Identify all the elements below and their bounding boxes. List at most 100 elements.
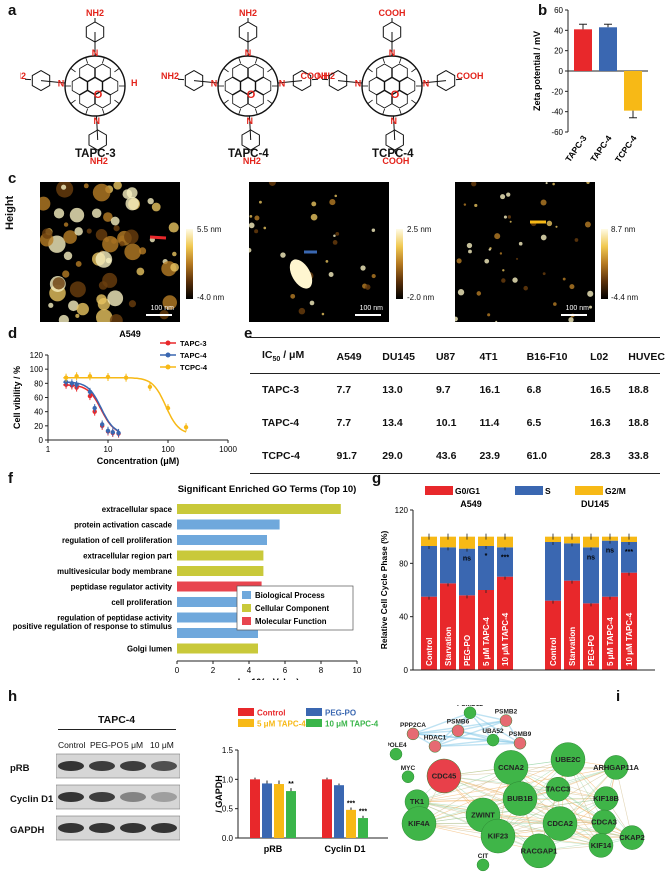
cage-hexagon [376, 63, 393, 83]
afm-image-tapc4: 100 nm [249, 182, 389, 322]
afm-feature [523, 285, 528, 291]
legend-swatch [238, 708, 254, 716]
afm-feature [587, 290, 594, 297]
afm-feature [503, 215, 507, 219]
afm-feature [95, 251, 113, 268]
y-tick-label: 40 [399, 613, 408, 622]
panel-label-b: b [538, 2, 548, 19]
afm-feature [540, 234, 547, 241]
y-tick-label: 80 [34, 379, 43, 388]
bar-6 [177, 597, 260, 607]
afm-feature [113, 182, 122, 190]
afm-feature [138, 247, 147, 255]
network-edge [418, 767, 512, 824]
network-node [401, 806, 437, 841]
substituent-group: COOH [457, 71, 484, 81]
y-tick-label: -60 [551, 128, 563, 137]
afm-texture-tapc4 [249, 182, 376, 316]
afm-feature [574, 238, 579, 242]
afm-feature [68, 300, 79, 312]
cage-hexagon [101, 76, 119, 96]
afm-feature [360, 265, 366, 271]
piperidine-bond [96, 115, 99, 141]
afm-feature [83, 183, 89, 189]
y-tick-label: 0 [559, 67, 564, 76]
afm-feature [506, 192, 511, 197]
afm-feature [92, 183, 111, 202]
x-tick-label: 1000 [219, 445, 237, 454]
network-node [463, 706, 477, 720]
bar-TAPC-4 [599, 27, 617, 71]
afm-feature [332, 240, 338, 245]
significance-label: * [485, 553, 488, 560]
afm-feature [484, 258, 490, 264]
y-tick-label: 40 [554, 26, 563, 35]
node-label: CDCA2 [547, 819, 573, 828]
network-node [499, 714, 513, 727]
afm-feature [41, 228, 53, 239]
bar-TAPC-3 [574, 29, 592, 71]
western-blot [56, 753, 180, 841]
legend-label: S [545, 486, 551, 496]
bar-label: Control [425, 638, 434, 666]
cage-hexagon [94, 63, 111, 83]
afm-max-label: 2.5 nm [407, 225, 432, 234]
table-cell: 7.7 [336, 416, 352, 429]
node-label: TACC3 [546, 785, 570, 794]
x-tick-label: 6 [283, 666, 288, 675]
afm-feature [586, 182, 590, 184]
bar-8 [177, 628, 258, 638]
bar-label: PEG-PO [463, 635, 472, 666]
afm-feature [162, 295, 177, 310]
legend-label: Control [257, 709, 285, 718]
afm-row-label: Height [4, 195, 16, 230]
table-cell: 6.8 [526, 383, 542, 396]
y-tick-label: 120 [30, 351, 44, 360]
data-point [147, 384, 153, 390]
data-point [165, 405, 171, 411]
table-header-cell: L02 [590, 350, 609, 363]
table-cell: 61.0 [526, 449, 548, 462]
afm-texture-tapc3 [40, 182, 179, 322]
node-label: PSMB9 [509, 731, 532, 738]
blot-lane-label: Control [58, 740, 86, 750]
cage-hexagon [383, 76, 401, 96]
cage-hexagon [398, 76, 416, 96]
stacked-bar-segment [497, 536, 513, 548]
blot-band [120, 792, 146, 802]
network-node [428, 740, 442, 753]
afm-min-label: -4.4 nm [611, 293, 639, 302]
bar [346, 809, 356, 838]
table-header-cell: IC50 / μM [262, 349, 305, 364]
piperidine-bond [337, 80, 363, 84]
afm-feature [254, 215, 260, 221]
x-tick-label: 0 [175, 666, 180, 675]
cage-bond [367, 68, 373, 73]
data-point [87, 389, 93, 395]
nitrogen-atom: N [92, 48, 99, 58]
afm-feature [125, 196, 139, 211]
table-bottom-rule [250, 473, 660, 474]
node-label: UBE2C [555, 755, 581, 764]
bar-label: Control [549, 638, 558, 666]
node-label: KIF18B [593, 794, 619, 803]
piperidine-ring [238, 21, 258, 43]
blot-row-label: GAPDH [10, 825, 45, 836]
afm-feature [542, 272, 546, 276]
cage-hexagon [79, 63, 96, 83]
legend-swatch [425, 486, 453, 495]
afm-feature [502, 269, 505, 272]
blot-band [58, 761, 84, 771]
cage-bond [102, 57, 105, 64]
node-label: CDCA3 [591, 818, 617, 827]
network-node [619, 825, 645, 850]
stacked-bar-segment [497, 576, 513, 670]
table-cell: 7.7 [336, 383, 352, 396]
blot-band [58, 792, 84, 802]
afm-feature [321, 312, 325, 316]
afm-feature [309, 300, 315, 306]
molecule-structures: O N NH2 N NH2 N NH2 H O N NH2 N NH2 N NH2 N NH2 O N COOH N CO… [20, 8, 484, 166]
afm-feature [258, 200, 262, 204]
afm-feature [518, 241, 523, 246]
